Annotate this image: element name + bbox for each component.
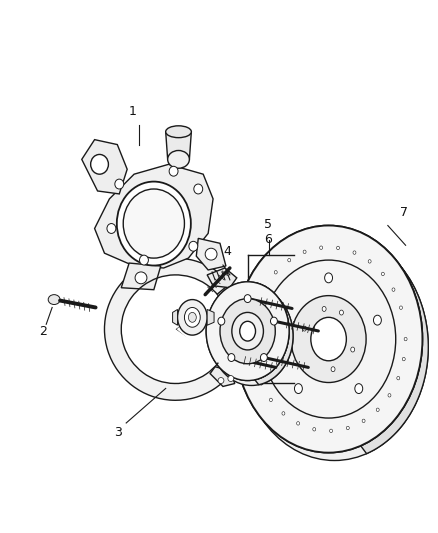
Ellipse shape	[261, 353, 267, 361]
Ellipse shape	[402, 357, 405, 361]
Text: 1: 1	[129, 105, 137, 118]
Ellipse shape	[48, 295, 60, 304]
Ellipse shape	[297, 422, 300, 425]
Ellipse shape	[188, 312, 196, 322]
Ellipse shape	[206, 282, 289, 381]
Ellipse shape	[263, 286, 266, 289]
Ellipse shape	[313, 427, 316, 431]
Ellipse shape	[294, 384, 302, 393]
Ellipse shape	[346, 426, 349, 430]
Polygon shape	[95, 164, 213, 268]
Ellipse shape	[392, 288, 395, 292]
Ellipse shape	[355, 384, 363, 393]
Circle shape	[135, 272, 147, 284]
Ellipse shape	[269, 398, 272, 401]
Ellipse shape	[351, 347, 355, 352]
Ellipse shape	[218, 317, 225, 325]
Polygon shape	[207, 310, 214, 325]
Ellipse shape	[166, 126, 191, 138]
Ellipse shape	[115, 179, 124, 189]
Ellipse shape	[397, 376, 400, 380]
Text: 3: 3	[114, 426, 122, 439]
Ellipse shape	[260, 382, 263, 385]
Ellipse shape	[376, 408, 379, 411]
Text: 6: 6	[265, 233, 272, 246]
Ellipse shape	[330, 429, 332, 433]
Text: 5: 5	[265, 217, 272, 230]
Ellipse shape	[140, 255, 148, 265]
Polygon shape	[173, 310, 177, 325]
Ellipse shape	[374, 315, 381, 325]
Ellipse shape	[169, 166, 178, 176]
Ellipse shape	[206, 282, 289, 381]
Wedge shape	[121, 275, 220, 384]
Wedge shape	[105, 258, 230, 400]
Ellipse shape	[339, 310, 343, 315]
Ellipse shape	[288, 259, 291, 262]
Text: 4: 4	[223, 245, 231, 258]
Ellipse shape	[362, 419, 365, 423]
Ellipse shape	[240, 321, 255, 341]
Ellipse shape	[177, 300, 207, 335]
Ellipse shape	[251, 323, 254, 327]
Ellipse shape	[331, 367, 335, 372]
Ellipse shape	[117, 182, 191, 265]
Ellipse shape	[274, 271, 277, 274]
Ellipse shape	[282, 411, 285, 415]
Ellipse shape	[336, 246, 339, 249]
Polygon shape	[121, 263, 161, 290]
Ellipse shape	[194, 184, 203, 194]
Ellipse shape	[91, 155, 109, 174]
Ellipse shape	[291, 296, 366, 383]
Ellipse shape	[184, 308, 200, 327]
Polygon shape	[207, 268, 237, 288]
Ellipse shape	[353, 251, 356, 254]
Ellipse shape	[235, 225, 422, 453]
Ellipse shape	[325, 273, 332, 283]
Ellipse shape	[189, 241, 198, 251]
Ellipse shape	[232, 312, 263, 350]
Text: 7: 7	[400, 206, 408, 219]
Ellipse shape	[322, 306, 326, 311]
Text: 2: 2	[39, 325, 47, 338]
Ellipse shape	[220, 298, 275, 364]
Polygon shape	[196, 238, 226, 270]
Ellipse shape	[276, 315, 284, 325]
Circle shape	[205, 248, 217, 260]
Ellipse shape	[241, 233, 428, 461]
Ellipse shape	[228, 353, 235, 361]
Polygon shape	[255, 282, 293, 385]
Ellipse shape	[123, 189, 184, 258]
Circle shape	[218, 377, 224, 384]
Polygon shape	[166, 132, 191, 159]
Ellipse shape	[210, 287, 293, 385]
Ellipse shape	[253, 363, 256, 367]
Ellipse shape	[303, 326, 307, 331]
Ellipse shape	[255, 304, 258, 307]
Ellipse shape	[303, 250, 306, 254]
Ellipse shape	[250, 343, 253, 347]
Circle shape	[228, 376, 234, 382]
Ellipse shape	[168, 150, 189, 168]
Ellipse shape	[107, 223, 116, 233]
Ellipse shape	[388, 393, 391, 397]
Ellipse shape	[271, 317, 277, 325]
Ellipse shape	[244, 295, 251, 303]
Ellipse shape	[399, 306, 403, 309]
Ellipse shape	[381, 272, 385, 276]
Polygon shape	[82, 140, 127, 194]
Ellipse shape	[404, 337, 407, 341]
Ellipse shape	[235, 225, 422, 453]
Ellipse shape	[368, 260, 371, 263]
Polygon shape	[360, 232, 428, 454]
Ellipse shape	[311, 317, 346, 361]
Ellipse shape	[320, 246, 323, 249]
Polygon shape	[210, 367, 235, 386]
